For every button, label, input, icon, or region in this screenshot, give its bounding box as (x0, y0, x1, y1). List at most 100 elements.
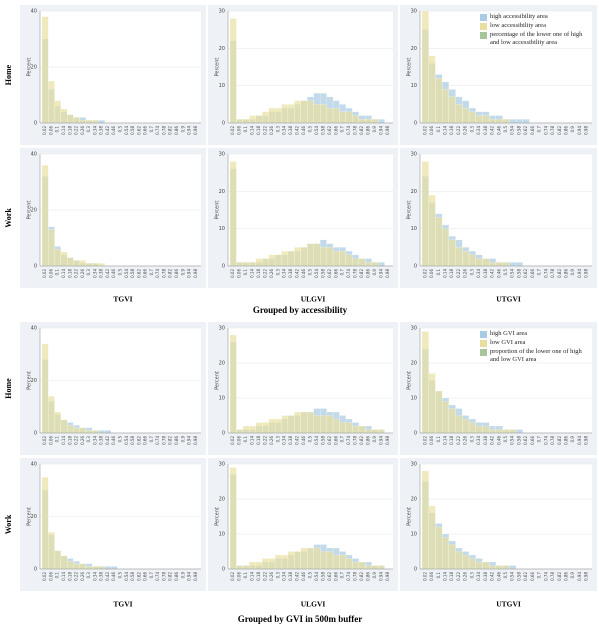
legend: high accessibility area low accessibility… (480, 13, 590, 48)
x-tick-label: 0.9 (180, 572, 185, 579)
legend-label: low accessibility area (490, 22, 546, 29)
x-tick-label: 0.74 (543, 126, 548, 135)
histogram-bar (242, 119, 250, 124)
histogram-bar (435, 390, 443, 434)
histogram-bar (73, 260, 80, 267)
figure-title: Grouped by accessibility (253, 305, 348, 315)
x-tick-label: 0.34 (92, 572, 97, 581)
legend-item: proportion of the lower one of high and … (480, 348, 590, 364)
histogram-bar (358, 425, 366, 434)
x-tick-label: 0.9 (570, 436, 575, 443)
y-tick-label: 20 (411, 497, 417, 503)
histogram-bar (421, 161, 429, 267)
column-label: UTGVI (496, 295, 521, 304)
histogram-bar (242, 262, 250, 267)
x-tick-label: 0.26 (80, 126, 85, 135)
histogram-bar (455, 415, 463, 434)
x-tick-label: 0.14 (443, 126, 448, 135)
histogram-bar (326, 247, 334, 267)
histogram-bar (435, 526, 443, 570)
histogram-bar (475, 258, 483, 267)
histogram-bar (294, 411, 301, 434)
x-tick-label: 0.14 (443, 572, 448, 581)
legend-label: proportion of the lower one of high and … (490, 348, 582, 363)
y-tick-label: 0 (34, 567, 37, 573)
x-tick-label: 0.1 (55, 572, 60, 579)
x-tick-label: 0.1 (436, 572, 441, 579)
histogram-bar (468, 111, 476, 124)
x-tick-label: 0.46 (496, 126, 501, 135)
x-tick-label: 0.7 (340, 572, 345, 579)
x-tick-label: 0.26 (269, 436, 274, 445)
x-tick-label: 0.22 (262, 436, 267, 445)
histogram-bar (313, 547, 321, 570)
histogram-bar (378, 429, 385, 434)
histogram-bar (313, 104, 321, 124)
histogram-bar (339, 554, 347, 570)
y-tick-label: 10 (219, 396, 225, 402)
x-tick-label: 0.22 (262, 572, 267, 581)
histogram-bar (489, 119, 497, 124)
x-tick-label: 0.9 (372, 436, 377, 443)
x-tick-label: 0.74 (543, 436, 548, 445)
y-axis-label: Percent (215, 201, 221, 220)
x-tick-label: 0.86 (365, 572, 370, 581)
x-tick-label: 0.66 (143, 126, 148, 135)
histogram-bar (48, 229, 55, 267)
y-tick-label: 10 (411, 226, 417, 232)
histogram-bar (462, 107, 470, 124)
x-tick-label: 0.5 (503, 572, 508, 579)
x-tick-label: 0.58 (516, 436, 521, 445)
x-tick-label: 0.3 (275, 269, 280, 276)
x-tick-label: 0.38 (483, 269, 488, 278)
histogram-bar (339, 422, 347, 434)
histogram-bar (104, 566, 112, 570)
column-label: ULGVI (301, 295, 326, 304)
histogram-bar (489, 565, 497, 570)
histogram-bar (515, 429, 523, 434)
histogram-bar (287, 104, 295, 124)
x-tick-label: 0.02 (422, 436, 427, 445)
histogram-bar (92, 566, 99, 570)
x-tick-label: 0.9 (180, 269, 185, 276)
histogram-bar (85, 430, 93, 434)
x-tick-label: 0.34 (476, 572, 481, 581)
x-tick-label: 0.42 (105, 436, 110, 445)
x-tick-label: 0.18 (256, 269, 261, 278)
histogram-bar (482, 115, 490, 124)
x-tick-label: 0.62 (327, 436, 332, 445)
x-tick-label: 0.86 (563, 572, 568, 581)
x-tick-label: 0.78 (550, 126, 555, 135)
histogram-bar (229, 467, 237, 570)
x-tick-label: 0.02 (422, 572, 427, 581)
column-label: UTGVI (496, 600, 521, 609)
x-tick-label: 0.7 (340, 126, 345, 133)
histogram-bar (92, 120, 99, 124)
x-tick-label: 0.7 (149, 572, 154, 579)
y-tick-label: 30 (411, 326, 417, 332)
x-tick-label: 0.38 (483, 436, 488, 445)
legend-swatch (480, 31, 487, 39)
x-tick-label: 0.58 (130, 572, 135, 581)
x-tick-label: 0.78 (353, 269, 358, 278)
x-tick-label: 0.7 (149, 126, 154, 133)
x-tick-label: 0.1 (55, 436, 60, 443)
x-tick-label: 0.46 (496, 269, 501, 278)
x-tick-label: 0.46 (111, 572, 116, 581)
histogram-bar (60, 108, 68, 124)
histogram-bar (371, 565, 379, 570)
x-tick-label: 0.06 (237, 572, 242, 581)
histogram-bar (448, 408, 456, 434)
x-tick-label: 0.42 (295, 269, 300, 278)
x-tick-label: 0.74 (155, 572, 160, 581)
histogram-bar (489, 262, 497, 267)
x-tick-label: 0.34 (476, 436, 481, 445)
x-tick-label: 0.94 (577, 269, 582, 278)
x-tick-label: 0.66 (530, 572, 535, 581)
histogram-bar (281, 250, 289, 267)
histogram-bar (281, 104, 289, 124)
row-label: Home (4, 378, 13, 399)
x-tick-label: 0.54 (314, 572, 319, 581)
x-tick-label: 0.5 (118, 436, 123, 443)
x-tick-label: 0.1 (55, 269, 60, 276)
